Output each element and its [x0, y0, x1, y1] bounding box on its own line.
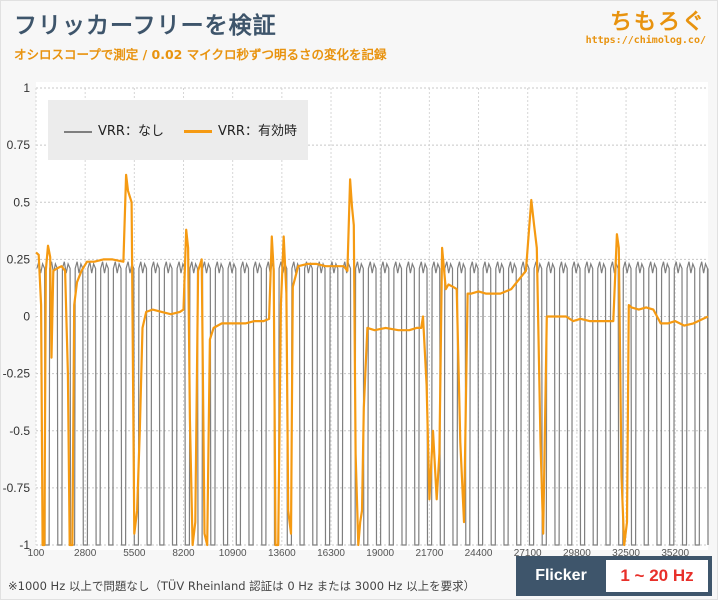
x-tick-label: 27100 [514, 548, 542, 559]
chart-legend: VRR：なし VRR：有効時 [48, 100, 308, 160]
y-tick-label: -0.75 [3, 481, 31, 495]
y-tick-label: 0.5 [13, 195, 30, 209]
series-line-vrr-on [35, 173, 709, 547]
series-vrr-on [35, 173, 709, 547]
x-tick-label: 2800 [74, 548, 97, 559]
series-vrr-off [36, 261, 709, 546]
x-tick-label: 29800 [563, 548, 591, 559]
x-tick-label: 19000 [366, 548, 394, 559]
y-tick-label: 0 [23, 310, 30, 324]
x-tick-label: 16300 [317, 548, 345, 559]
footnote: ※1000 Hz 以上で問題なし（TÜV Rheinland 認証は 0 Hz … [8, 579, 476, 593]
legend-label-vrr-off: VRR：なし [98, 124, 164, 139]
page-subtitle: オシロスコープで測定 / 0.02 マイクロ秒ずつ明るさの変化を記録 [14, 47, 387, 62]
x-tick-label: 8200 [172, 548, 195, 559]
page-title: フリッカーフリーを検証 [14, 13, 277, 39]
y-tick-label: -0.5 [9, 424, 30, 438]
brand-logo: ちもろぐ [609, 10, 706, 35]
legend-item-vrr-on: VRR：有効時 [184, 120, 297, 139]
x-tick-label: 100 [28, 548, 45, 559]
y-tick-label: 1 [23, 81, 30, 95]
flicker-result-badge: Flicker 1 ~ 20 Hz [516, 556, 712, 596]
y-tick-label: 0.75 [7, 138, 31, 152]
x-tick-label: 13600 [268, 548, 296, 559]
brand-url: https://chimolog.co/ [585, 35, 706, 46]
flicker-result-value: 1 ~ 20 Hz [606, 560, 708, 592]
legend-swatch-vrr-on [184, 130, 212, 133]
y-tick-label: -1 [19, 538, 30, 552]
x-tick-label: 32500 [612, 548, 640, 559]
y-tick-label: 0.25 [7, 252, 31, 266]
legend-item-vrr-off: VRR：なし [64, 120, 164, 139]
flicker-result-label: Flicker [535, 567, 587, 584]
x-tick-label: 5500 [123, 548, 146, 559]
x-tick-label: 10900 [219, 548, 247, 559]
legend-swatch-vrr-off [64, 130, 92, 133]
legend-label-vrr-on: VRR：有効時 [218, 124, 297, 139]
x-tick-label: 21700 [415, 548, 443, 559]
y-axis-ticks: 1 0.75 0.5 0.25 0 -0.25 -0.5 -0.75 -1 [3, 81, 31, 552]
x-tick-label: 35200 [661, 548, 689, 559]
brand: ちもろぐ https://chimolog.co/ [586, 4, 706, 46]
y-tick-label: -0.25 [3, 367, 31, 381]
x-axis-ticks: 100 2800 5500 8200 10900 13600 16300 19000 21700… [28, 548, 690, 559]
x-tick-label: 24400 [465, 548, 493, 559]
series-line-vrr-off [36, 261, 709, 546]
